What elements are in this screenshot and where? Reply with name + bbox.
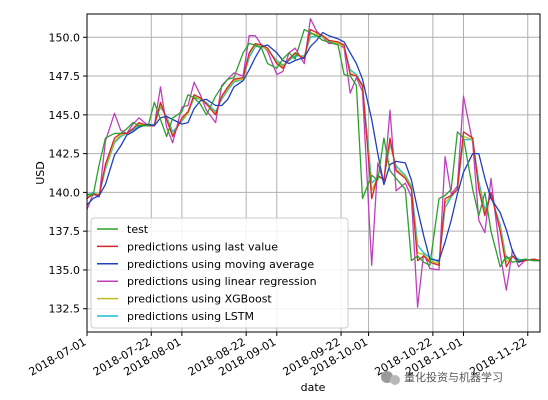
- legend-label: predictions using LSTM: [127, 310, 254, 323]
- y-tick-label: 132.5: [49, 303, 81, 316]
- wechat-icon: [381, 371, 400, 385]
- legend-label: predictions using linear regression: [127, 275, 317, 288]
- legend-label: predictions using moving average: [127, 258, 314, 271]
- legend-box: [90, 217, 349, 329]
- legend-label: predictions using XGBoost: [127, 293, 272, 306]
- y-tick-label: 135.0: [49, 264, 81, 277]
- legend-entries: test predictions using last value predicti…: [97, 223, 317, 323]
- y-tick-label: 137.5: [49, 225, 81, 238]
- legend-label: test: [127, 223, 149, 236]
- watermark: 量化投资与机器学习: [381, 370, 503, 385]
- legend-label: predictions using last value: [127, 240, 278, 253]
- series-line-2: [86, 31, 540, 263]
- series-line-3: [86, 18, 541, 308]
- y-axis-label: USD: [34, 161, 47, 185]
- y-tick-label: 142.5: [49, 148, 81, 161]
- y-tick-label: 140.0: [49, 186, 81, 199]
- y-tick-label: 150.0: [49, 31, 81, 44]
- series-line-1: [86, 28, 541, 268]
- plot-frame: [86, 13, 541, 333]
- x-axis-label: date: [301, 381, 326, 394]
- series-line-0: [86, 28, 540, 268]
- y-tick-label: 145.0: [49, 109, 81, 122]
- watermark-text: 量化投资与机器学习: [404, 370, 503, 384]
- series-lines: [86, 18, 541, 308]
- y-tick-label: 147.5: [49, 70, 81, 83]
- x-tick-label: 2018-07-01: [27, 335, 89, 378]
- legend: test predictions using last value predicti…: [90, 217, 349, 329]
